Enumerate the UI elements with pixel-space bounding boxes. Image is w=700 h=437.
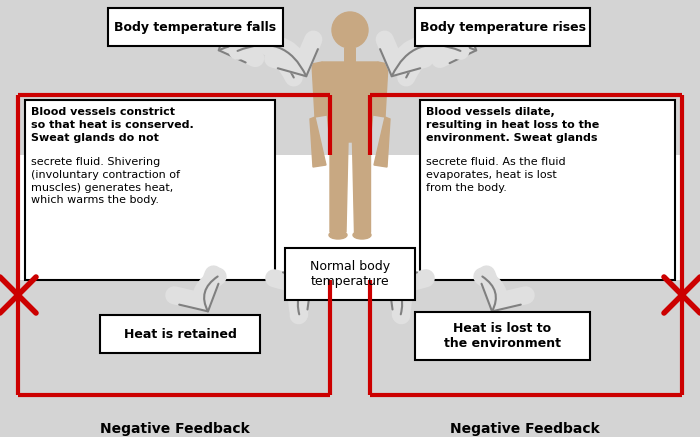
Text: secrete fluid. As the fluid
evaporates, heat is lost
from the body.: secrete fluid. As the fluid evaporates, …	[426, 157, 566, 193]
Polygon shape	[352, 142, 370, 232]
Text: Heat is retained: Heat is retained	[124, 327, 237, 340]
Text: Blood vessels dilate,
resulting in heat loss to the
environment. Sweat glands: Blood vessels dilate, resulting in heat …	[426, 107, 599, 142]
Text: Negative Feedback: Negative Feedback	[100, 422, 250, 436]
FancyArrowPatch shape	[228, 17, 294, 77]
Text: Body temperature falls: Body temperature falls	[114, 21, 276, 34]
Polygon shape	[373, 62, 388, 117]
Ellipse shape	[329, 231, 347, 239]
Text: Negative Feedback: Negative Feedback	[450, 422, 600, 436]
FancyArrowPatch shape	[398, 278, 426, 316]
Polygon shape	[310, 117, 326, 167]
FancyArrowPatch shape	[274, 278, 302, 316]
FancyArrowPatch shape	[237, 39, 314, 67]
Bar	[285, 248, 415, 300]
Polygon shape	[374, 117, 390, 167]
Bar	[415, 312, 590, 360]
Polygon shape	[322, 62, 378, 142]
FancyArrowPatch shape	[174, 274, 218, 302]
FancyArrowPatch shape	[482, 274, 526, 302]
Text: Blood vessels constrict
so that heat is conserved.
Sweat glands do not: Blood vessels constrict so that heat is …	[31, 107, 194, 142]
Text: Heat is lost to
the environment: Heat is lost to the environment	[444, 322, 561, 350]
Bar	[415, 8, 590, 46]
Bar	[344, 48, 356, 62]
Ellipse shape	[353, 231, 371, 239]
Bar	[25, 100, 275, 280]
Circle shape	[332, 12, 368, 48]
Bar	[108, 8, 283, 46]
Bar	[18, 155, 682, 280]
FancyArrowPatch shape	[406, 18, 466, 77]
Bar	[100, 315, 260, 353]
Polygon shape	[312, 62, 327, 117]
Bar	[420, 100, 675, 280]
Text: Normal body
temperature: Normal body temperature	[310, 260, 390, 288]
Text: Body temperature rises: Body temperature rises	[419, 21, 585, 34]
Text: secrete fluid. Shivering
(involuntary contraction of
muscles) generates heat,
wh: secrete fluid. Shivering (involuntary co…	[31, 157, 180, 205]
FancyArrowPatch shape	[384, 39, 461, 67]
Polygon shape	[330, 142, 348, 232]
